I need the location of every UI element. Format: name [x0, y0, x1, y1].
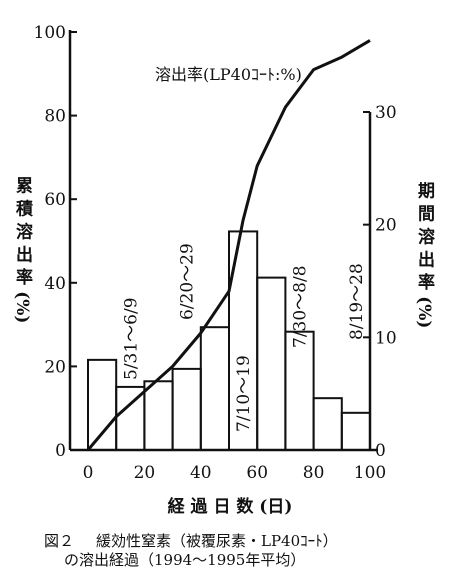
- period-label-0: 5/31～6/9: [121, 297, 141, 380]
- y-axis-label-right: 期 間 溶 出 率 (%): [414, 182, 435, 329]
- y-left-tick-label-2: 40: [44, 274, 66, 294]
- bar-8: [312, 397, 343, 452]
- x-tick-label-2: 40: [190, 463, 212, 483]
- y-axis-label-left: 累 積 溶 出 率 (%): [12, 177, 33, 324]
- bar-7: [284, 330, 315, 452]
- x-tick-label-4: 80: [303, 463, 325, 483]
- y-left-tick-label-4: 80: [44, 107, 66, 127]
- bar-6: [256, 276, 287, 451]
- figure-number: 図２: [44, 532, 75, 550]
- y-right-tick-label-0: 0: [375, 441, 386, 461]
- x-axis-label: 経 過 日 数 (日): [168, 496, 293, 517]
- x-tick-label-3: 60: [246, 463, 268, 483]
- period-label-4: 8/19～28: [347, 263, 367, 340]
- y-right-tick-label-1: 10: [375, 328, 397, 348]
- caption-line-2: の溶出経過（1994～1995年平均）: [64, 551, 306, 569]
- period-label-1: 6/20～29: [178, 243, 198, 320]
- y-left-tick-label-0: 0: [55, 441, 66, 461]
- x-tick-label-1: 20: [134, 463, 156, 483]
- cumulative-line: [86, 39, 371, 451]
- bar-3: [171, 367, 202, 452]
- y-right-tick-label-3: 30: [375, 103, 397, 123]
- period-label-3: 7/30～8/8: [291, 265, 311, 348]
- y-left-tick-label-5: 100: [34, 23, 66, 43]
- bar-2: [143, 380, 174, 452]
- bar-9: [340, 411, 371, 452]
- chart-title: 溶出率(LP40ｺｰﾄ:%): [155, 65, 302, 84]
- x-tick-label-0: 0: [83, 463, 94, 483]
- figure-caption: 図２ 緩効性窒素（被覆尿素・LP40ｺｰﾄ） の溶出経過（1994～1995年平均…: [44, 532, 454, 570]
- period-label-2: 7/10～19: [234, 355, 254, 432]
- x-tick-label-5: 100: [354, 463, 386, 483]
- period-labels: 5/31～6/9 6/20～29 7/10～19 7/30～8/8 8/19～28: [121, 243, 367, 432]
- bar-4: [199, 326, 231, 451]
- y-left-tick-label-1: 20: [44, 357, 66, 377]
- caption-line-1: 緩効性窒素（被覆尿素・LP40ｺｰﾄ）: [96, 532, 338, 550]
- bar-0: [87, 358, 118, 451]
- y-left-tick-label-3: 60: [44, 190, 66, 210]
- y-right-tick-label-2: 20: [375, 216, 397, 236]
